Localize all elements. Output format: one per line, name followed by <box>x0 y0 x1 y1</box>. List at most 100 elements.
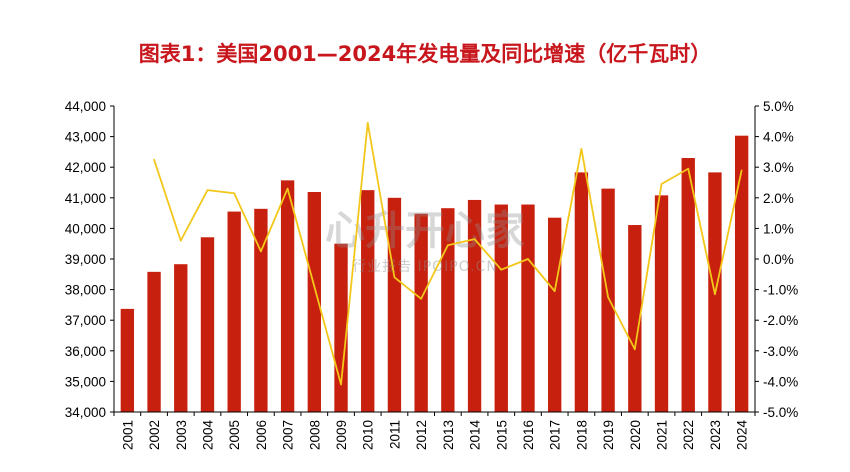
x-tick-label: 2002 <box>147 420 162 450</box>
x-tick-label: 2010 <box>361 420 376 450</box>
x-tick-label: 2021 <box>655 420 670 450</box>
right-axis-ticks: -5.0% -4.0% -3.0% -2.0% -1.0% 0.0% 1.0% 2.0% 3.0… <box>755 99 798 420</box>
x-tick-label: 2024 <box>735 420 750 451</box>
right-tick-label: 4.0% <box>763 130 794 145</box>
bar-2017 <box>548 217 562 412</box>
bar-2021 <box>654 195 669 412</box>
growth-point-2012 <box>420 297 422 300</box>
left-tick-label: 44,000 <box>65 99 106 114</box>
left-tick-label: 43,000 <box>65 130 106 145</box>
x-tick-label: 2007 <box>281 420 296 450</box>
left-tick-label: 34,000 <box>65 405 106 420</box>
bar-2005 <box>227 211 241 412</box>
bar-2016 <box>521 204 535 412</box>
growth-point-2008 <box>313 285 316 288</box>
left-tick-label: 41,000 <box>65 191 106 206</box>
right-tick-label: 3.0% <box>763 160 794 175</box>
x-tick-label: 2022 <box>681 420 696 450</box>
right-tick-label: 0.0% <box>763 252 794 267</box>
bar-2004 <box>200 237 215 412</box>
bar-2001 <box>120 308 135 412</box>
left-tick-label: 40,000 <box>65 221 106 236</box>
growth-point-2022 <box>687 167 690 170</box>
right-tick-label: -1.0% <box>763 283 798 298</box>
x-tick-label: 2003 <box>174 420 189 450</box>
x-axis-ticks: 2001 2002 2003 2004 2005 2006 2007 2008 2009 2010… <box>113 412 756 451</box>
left-tick-label: 38,000 <box>65 283 106 298</box>
bar-2019 <box>601 188 615 412</box>
growth-point-2006 <box>260 250 262 253</box>
growth-point-2010 <box>366 122 369 124</box>
growth-point-2014 <box>473 238 476 240</box>
x-tick-label: 2001 <box>120 420 135 450</box>
x-tick-label: 2015 <box>494 420 509 450</box>
x-tick-label: 2004 <box>200 420 215 451</box>
growth-point-2019 <box>607 296 609 299</box>
growth-point-2005 <box>233 192 235 195</box>
growth-point-2021 <box>660 183 663 185</box>
growth-point-2017 <box>553 290 556 292</box>
bar-2008 <box>307 191 321 412</box>
right-tick-label: -3.0% <box>763 344 798 359</box>
growth-point-2015 <box>500 268 503 271</box>
growth-point-2023 <box>714 293 716 295</box>
bar-2002 <box>147 271 161 412</box>
left-tick-label: 42,000 <box>65 160 106 175</box>
growth-point-2002 <box>153 158 155 161</box>
growth-point-2018 <box>580 148 583 150</box>
growth-point-2024 <box>740 169 743 172</box>
growth-point-2007 <box>286 187 289 190</box>
x-tick-label: 2008 <box>307 420 322 450</box>
watermark-sub: 行业报告 IPOIPO.CN <box>352 259 498 275</box>
bar-2009 <box>334 243 348 412</box>
left-tick-label: 37,000 <box>65 313 106 328</box>
chart-title: 图表1：美国2001—2024年发电量及同比增速（亿千瓦时） <box>138 42 712 66</box>
x-tick-label: 2005 <box>227 420 242 450</box>
left-axis-ticks: 34,000 35,000 36,000 37,000 38,000 39,000 40,0… <box>65 99 114 420</box>
left-tick-label: 35,000 <box>65 374 106 389</box>
bar-2010 <box>361 190 375 412</box>
x-tick-label: 2014 <box>468 420 483 451</box>
x-tick-label: 2023 <box>708 420 723 450</box>
bar-2012 <box>414 213 428 412</box>
growth-point-2003 <box>179 239 182 242</box>
growth-point-2020 <box>634 348 636 351</box>
left-tick-label: 36,000 <box>65 344 106 359</box>
x-tick-label: 2016 <box>521 420 536 450</box>
right-tick-label: 5.0% <box>763 99 794 114</box>
x-tick-label: 2013 <box>441 420 456 450</box>
growth-point-2016 <box>527 258 529 260</box>
bar-2018 <box>574 172 589 412</box>
bar-2020 <box>628 225 642 412</box>
right-tick-label: 2.0% <box>763 191 794 206</box>
x-tick-label: 2011 <box>387 420 402 449</box>
growth-point-2011 <box>393 276 396 279</box>
growth-point-2004 <box>206 189 209 191</box>
growth-point-2009 <box>340 383 342 386</box>
right-tick-label: -5.0% <box>763 405 798 420</box>
x-tick-label: 2017 <box>548 420 563 450</box>
bar-2014 <box>467 199 482 412</box>
bar-2024 <box>734 135 749 412</box>
bar-2007 <box>280 180 295 412</box>
right-tick-label: -4.0% <box>763 374 798 389</box>
x-tick-label: 2020 <box>628 420 643 450</box>
bar-2013 <box>441 208 455 412</box>
x-tick-label: 2012 <box>414 420 429 450</box>
bar-2015 <box>494 204 508 412</box>
bar-2022 <box>681 158 695 412</box>
growth-point-2013 <box>447 244 449 247</box>
right-tick-label: -2.0% <box>763 313 798 328</box>
growth-line-group <box>153 121 743 386</box>
bar-2006 <box>254 208 268 412</box>
bar-2011 <box>387 197 402 412</box>
right-tick-label: 1.0% <box>763 221 794 236</box>
x-tick-label: 2006 <box>254 420 269 450</box>
left-tick-label: 39,000 <box>65 252 106 267</box>
bar-group <box>120 135 749 412</box>
x-tick-label: 2019 <box>601 420 616 450</box>
x-tick-label: 2009 <box>334 420 349 450</box>
bar-2003 <box>174 264 188 412</box>
x-tick-label: 2018 <box>574 420 589 450</box>
